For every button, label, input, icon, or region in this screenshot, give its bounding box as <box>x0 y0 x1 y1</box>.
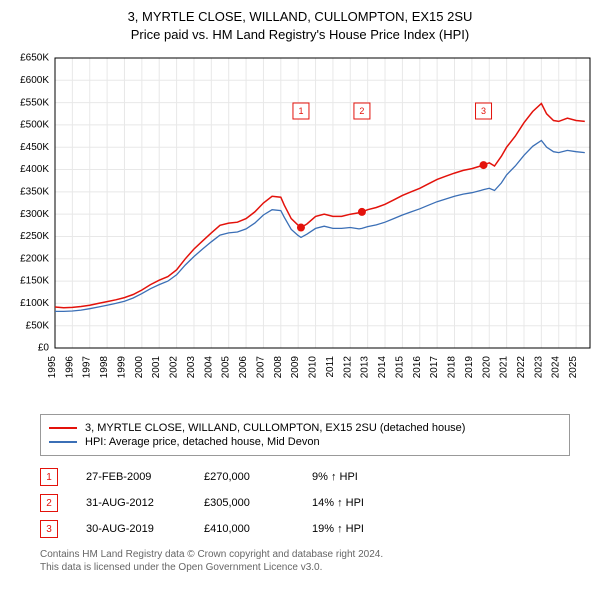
sale-price: £270,000 <box>204 471 284 483</box>
sale-price: £410,000 <box>204 523 284 535</box>
svg-text:2004: 2004 <box>203 356 214 379</box>
footer-line-1: Contains HM Land Registry data © Crown c… <box>40 548 570 561</box>
legend-row: HPI: Average price, detached house, Mid … <box>49 435 561 449</box>
svg-text:2011: 2011 <box>325 356 336 378</box>
sale-diff: 19% ↑ HPI <box>312 523 402 535</box>
svg-text:2021: 2021 <box>499 356 510 379</box>
svg-text:£450K: £450K <box>20 142 49 153</box>
svg-text:3: 3 <box>481 106 486 116</box>
legend-row: 3, MYRTLE CLOSE, WILLAND, CULLOMPTON, EX… <box>49 421 561 435</box>
svg-text:2000: 2000 <box>134 356 145 379</box>
svg-text:£0: £0 <box>38 343 50 354</box>
svg-text:2012: 2012 <box>342 356 353 379</box>
legend: 3, MYRTLE CLOSE, WILLAND, CULLOMPTON, EX… <box>40 414 570 456</box>
title-line-1: 3, MYRTLE CLOSE, WILLAND, CULLOMPTON, EX… <box>0 8 600 26</box>
svg-text:2025: 2025 <box>568 356 579 379</box>
svg-text:£100K: £100K <box>20 298 49 309</box>
title-block: 3, MYRTLE CLOSE, WILLAND, CULLOMPTON, EX… <box>0 0 600 48</box>
svg-text:2019: 2019 <box>464 356 475 379</box>
svg-text:£200K: £200K <box>20 254 49 265</box>
legend-swatch <box>49 441 77 443</box>
svg-text:2024: 2024 <box>551 356 562 379</box>
svg-text:£150K: £150K <box>20 276 49 287</box>
legend-swatch <box>49 427 77 429</box>
svg-text:2: 2 <box>359 106 364 116</box>
sales-row: 2 31-AUG-2012 £305,000 14% ↑ HPI <box>40 490 570 516</box>
footer-line-2: This data is licensed under the Open Gov… <box>40 561 570 574</box>
footer: Contains HM Land Registry data © Crown c… <box>40 548 570 574</box>
svg-text:£350K: £350K <box>20 187 49 198</box>
svg-text:2009: 2009 <box>290 356 301 379</box>
svg-text:2013: 2013 <box>360 356 371 379</box>
chart: £0 £50K £100K £150K £200K £250K £300K £350K £400… <box>0 48 600 408</box>
sale-marker: 2 <box>40 494 58 512</box>
svg-text:2008: 2008 <box>273 356 284 379</box>
svg-text:2018: 2018 <box>447 356 458 379</box>
sale-diff: 14% ↑ HPI <box>312 497 402 509</box>
svg-text:2002: 2002 <box>169 356 180 379</box>
svg-text:2014: 2014 <box>377 356 388 379</box>
svg-text:£650K: £650K <box>20 53 49 64</box>
svg-text:2023: 2023 <box>533 356 544 379</box>
svg-text:£500K: £500K <box>20 120 49 131</box>
legend-label: HPI: Average price, detached house, Mid … <box>85 436 320 448</box>
svg-text:£250K: £250K <box>20 231 49 242</box>
svg-text:£300K: £300K <box>20 209 49 220</box>
sales-row: 3 30-AUG-2019 £410,000 19% ↑ HPI <box>40 516 570 542</box>
svg-text:2007: 2007 <box>255 356 266 379</box>
svg-text:2003: 2003 <box>186 356 197 379</box>
sale-date: 31-AUG-2012 <box>86 497 176 509</box>
svg-text:2005: 2005 <box>221 356 232 379</box>
svg-text:2017: 2017 <box>429 356 440 379</box>
svg-text:1999: 1999 <box>116 356 127 379</box>
svg-text:£400K: £400K <box>20 165 49 176</box>
svg-text:1995: 1995 <box>47 356 58 379</box>
sale-date: 30-AUG-2019 <box>86 523 176 535</box>
sale-price: £305,000 <box>204 497 284 509</box>
svg-text:1: 1 <box>298 106 303 116</box>
sales-row: 1 27-FEB-2009 £270,000 9% ↑ HPI <box>40 464 570 490</box>
sale-marker: 3 <box>40 520 58 538</box>
svg-text:£600K: £600K <box>20 75 49 86</box>
svg-text:1997: 1997 <box>82 356 93 379</box>
sale-marker: 1 <box>40 468 58 486</box>
legend-label: 3, MYRTLE CLOSE, WILLAND, CULLOMPTON, EX… <box>85 422 465 434</box>
page-container: 3, MYRTLE CLOSE, WILLAND, CULLOMPTON, EX… <box>0 0 600 574</box>
svg-text:£50K: £50K <box>26 321 50 332</box>
sale-date: 27-FEB-2009 <box>86 471 176 483</box>
svg-text:£550K: £550K <box>20 98 49 109</box>
title-line-2: Price paid vs. HM Land Registry's House … <box>0 26 600 44</box>
chart-svg: £0 £50K £100K £150K £200K £250K £300K £350K £400… <box>0 48 600 408</box>
svg-text:2016: 2016 <box>412 356 423 379</box>
svg-text:1996: 1996 <box>64 356 75 379</box>
sale-diff: 9% ↑ HPI <box>312 471 402 483</box>
svg-text:2020: 2020 <box>481 356 492 379</box>
svg-text:2022: 2022 <box>516 356 527 379</box>
svg-text:1998: 1998 <box>99 356 110 379</box>
svg-text:2015: 2015 <box>394 356 405 379</box>
svg-text:2001: 2001 <box>151 356 162 379</box>
svg-text:2006: 2006 <box>238 356 249 379</box>
sales-table: 1 27-FEB-2009 £270,000 9% ↑ HPI 2 31-AUG-2012… <box>40 464 570 542</box>
svg-text:2010: 2010 <box>308 356 319 379</box>
